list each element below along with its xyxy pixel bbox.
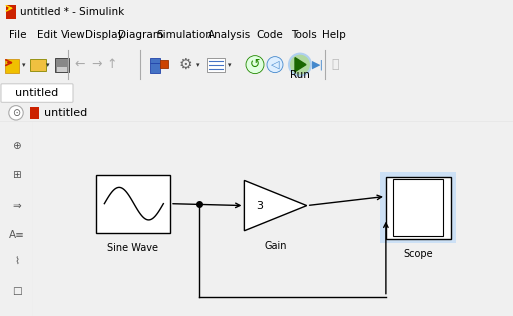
Text: Sine Wave: Sine Wave xyxy=(107,243,159,253)
Text: 3: 3 xyxy=(256,201,264,210)
Bar xyxy=(96,175,170,233)
Text: ▾: ▾ xyxy=(196,62,200,68)
Text: ⌇: ⌇ xyxy=(14,257,19,267)
Bar xyxy=(160,60,168,68)
Bar xyxy=(30,59,46,70)
Text: ▾: ▾ xyxy=(228,62,231,68)
Text: ↺: ↺ xyxy=(250,58,260,71)
Bar xyxy=(207,58,225,72)
Bar xyxy=(6,5,16,19)
Text: ←: ← xyxy=(75,58,85,71)
Text: Diagram: Diagram xyxy=(118,30,163,40)
Text: Help: Help xyxy=(322,30,346,40)
Text: ⇒: ⇒ xyxy=(12,201,21,210)
Text: Gain: Gain xyxy=(264,241,287,252)
Bar xyxy=(380,172,457,243)
Polygon shape xyxy=(244,180,307,231)
Text: Edit: Edit xyxy=(37,30,57,40)
Text: Display: Display xyxy=(85,30,123,40)
Text: untitled * - Simulink: untitled * - Simulink xyxy=(20,7,124,17)
Text: ↑: ↑ xyxy=(107,58,117,71)
Polygon shape xyxy=(295,58,306,72)
Text: ⊞: ⊞ xyxy=(12,170,21,179)
Bar xyxy=(386,177,450,239)
Text: Code: Code xyxy=(256,30,283,40)
Text: →: → xyxy=(92,58,102,71)
Circle shape xyxy=(267,57,283,73)
Text: ▶|: ▶| xyxy=(312,59,324,70)
Text: ◁: ◁ xyxy=(271,60,279,70)
Text: ▾: ▾ xyxy=(22,62,26,68)
Text: Tools: Tools xyxy=(291,30,317,40)
Bar xyxy=(393,179,443,236)
Text: untitled: untitled xyxy=(44,108,87,118)
Circle shape xyxy=(289,54,311,76)
Text: Simulation: Simulation xyxy=(156,30,212,40)
Text: ⚙: ⚙ xyxy=(178,57,192,72)
Text: Analysis: Analysis xyxy=(208,30,251,40)
Text: View: View xyxy=(61,30,85,40)
Bar xyxy=(150,58,160,63)
Circle shape xyxy=(246,56,264,74)
FancyBboxPatch shape xyxy=(1,84,73,102)
Text: ▾: ▾ xyxy=(46,62,49,68)
Circle shape xyxy=(9,106,23,120)
Text: Scope: Scope xyxy=(403,249,433,259)
Text: A≡: A≡ xyxy=(9,230,25,240)
Text: ⊙: ⊙ xyxy=(12,108,20,118)
Text: ⊕: ⊕ xyxy=(12,141,21,150)
Text: untitled: untitled xyxy=(15,88,58,98)
Bar xyxy=(57,67,67,72)
Bar xyxy=(30,107,39,118)
Text: File: File xyxy=(9,30,27,40)
Text: □: □ xyxy=(12,286,22,296)
Text: Run: Run xyxy=(290,70,310,80)
Bar xyxy=(150,63,160,73)
Bar xyxy=(5,59,19,73)
Text: ⬛: ⬛ xyxy=(331,58,339,71)
Bar xyxy=(55,58,69,72)
